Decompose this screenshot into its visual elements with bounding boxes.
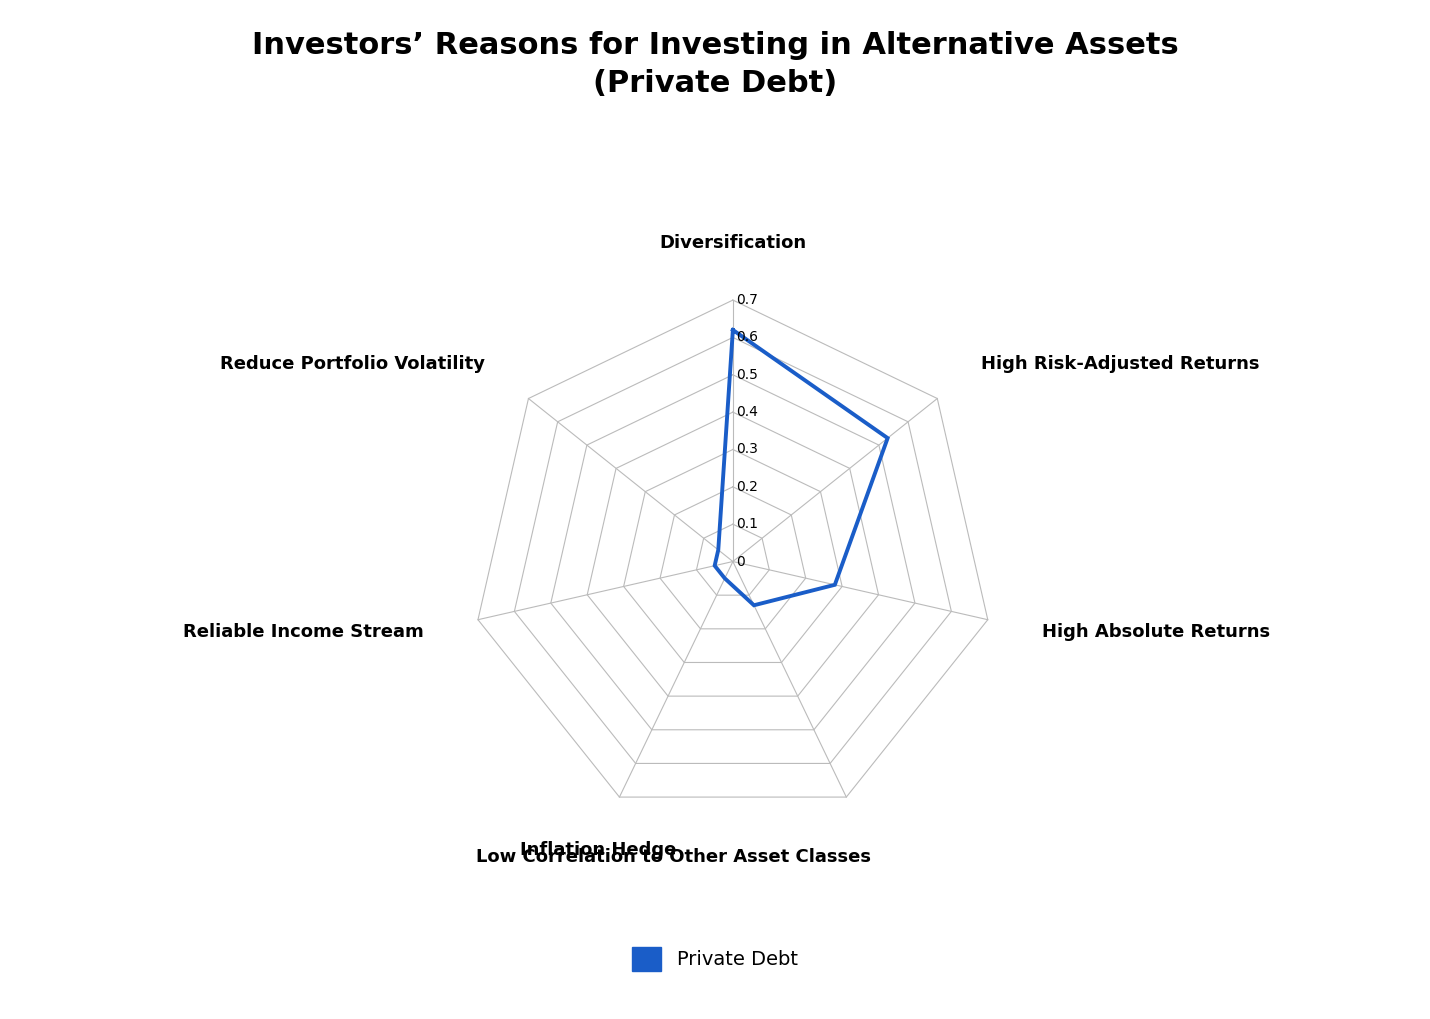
Text: 0.5: 0.5 (736, 368, 758, 382)
Text: Reliable Income Stream: Reliable Income Stream (183, 624, 423, 641)
Text: Inflation Hedge: Inflation Hedge (521, 841, 676, 859)
Text: 0.3: 0.3 (736, 442, 758, 457)
Text: 0: 0 (736, 554, 745, 569)
Text: 0.2: 0.2 (736, 480, 758, 494)
Text: High Risk-Adjusted Returns: High Risk-Adjusted Returns (981, 355, 1260, 373)
Legend: Private Debt: Private Debt (625, 940, 805, 978)
Text: 0.7: 0.7 (736, 293, 758, 307)
Text: 0.4: 0.4 (736, 406, 758, 419)
Text: High Absolute Returns: High Absolute Returns (1042, 624, 1270, 641)
Text: Reduce Portfolio Volatility: Reduce Portfolio Volatility (220, 355, 485, 373)
Text: 0.1: 0.1 (736, 518, 758, 531)
Text: Diversification: Diversification (659, 233, 807, 252)
Text: Low Correlation to Other Asset Classes: Low Correlation to Other Asset Classes (476, 848, 871, 865)
Text: Investors’ Reasons for Investing in Alternative Assets
(Private Debt): Investors’ Reasons for Investing in Alte… (252, 31, 1178, 98)
Text: 0.6: 0.6 (736, 330, 758, 344)
